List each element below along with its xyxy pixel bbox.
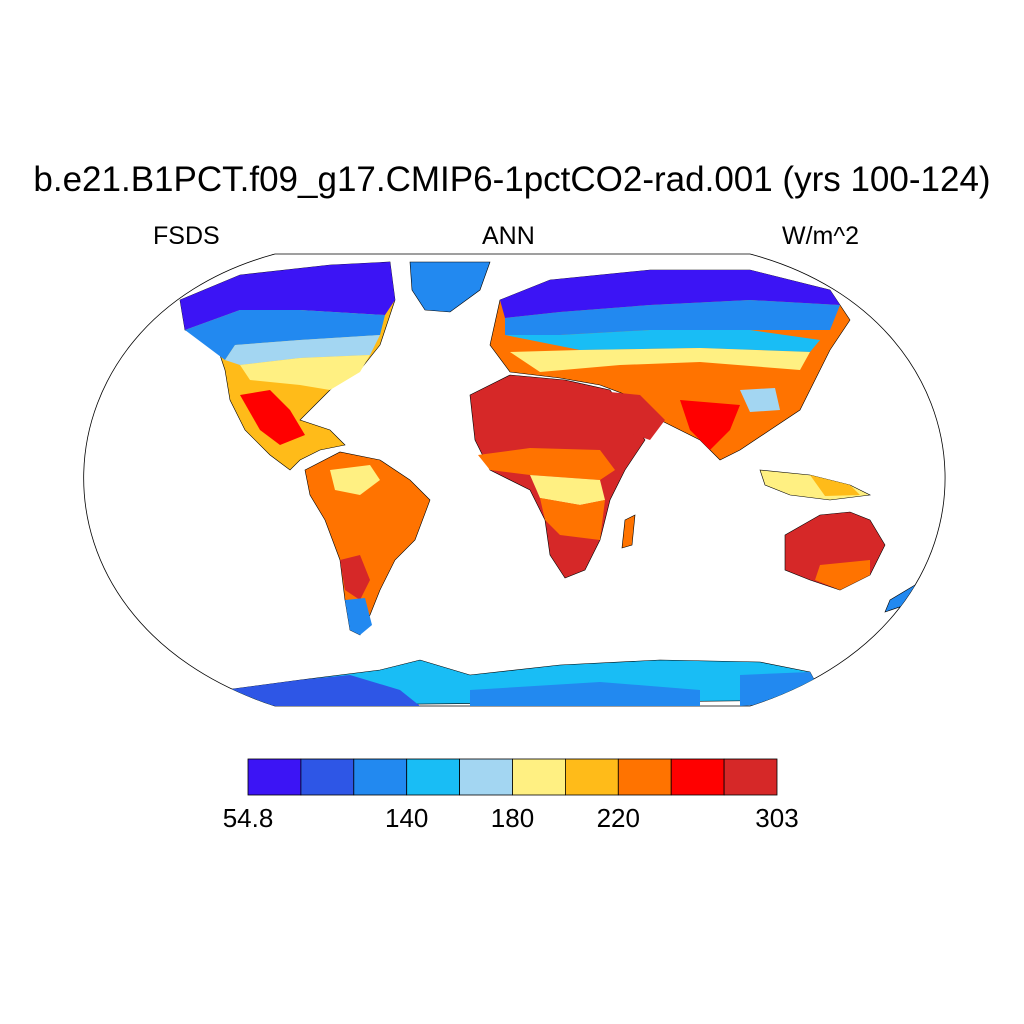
plot-title: b.e21.B1PCT.f09_g17.CMIP6-1pctCO2-rad.00… [33,160,991,199]
eurasia-cold [500,270,840,318]
arabia-red [590,390,665,440]
na-mid-zone [185,310,385,360]
australia-southeast [815,560,870,590]
colorbar-swatch [565,758,619,796]
colorbar-swatch [617,758,672,796]
variable-label: FSDS [153,222,220,250]
colorbar-tick-label: 140 [385,803,428,833]
na-yellow-zone [240,355,370,390]
season-label: ANN [482,222,535,250]
colorbar-swatch [300,758,355,796]
na-mexico-red [240,390,305,445]
colorbar-tick-label: 220 [597,803,640,833]
colorbar-swatch [512,758,566,796]
sa-yellow-interior [330,465,380,495]
antarctica-west [225,675,420,706]
indonesia-east [810,475,860,496]
colorbar-tick-label: 54.8 [223,803,274,833]
tibet-light [740,388,780,412]
na-cold-zone [180,262,395,330]
colorbar-tick-label: 303 [755,803,798,833]
colorbar-swatch [353,758,408,796]
sa-patagonia [345,598,372,635]
units-label: W/m^2 [782,222,860,250]
africa-equatorial [530,475,605,505]
colorbar-tick-label: 180 [491,803,534,833]
eurasia-yellow [510,348,810,372]
africa-south-orange [540,498,605,540]
colorbar-swatch [247,758,302,796]
eurasia-blue [505,300,840,335]
africa-sahel-orange [478,448,615,480]
colorbar-swatch [406,758,461,796]
eurasia-cyan [505,330,820,352]
south-america [304,451,431,636]
sa-south-red [340,555,370,600]
colorbar-swatch [723,758,778,796]
madagascar [621,514,636,549]
antarctica-interior [470,682,700,706]
colorbar-swatch [459,758,513,796]
greenland [409,261,491,313]
na-light-zone [225,335,380,365]
india-red [680,400,740,450]
colorbar-swatch [670,758,725,796]
